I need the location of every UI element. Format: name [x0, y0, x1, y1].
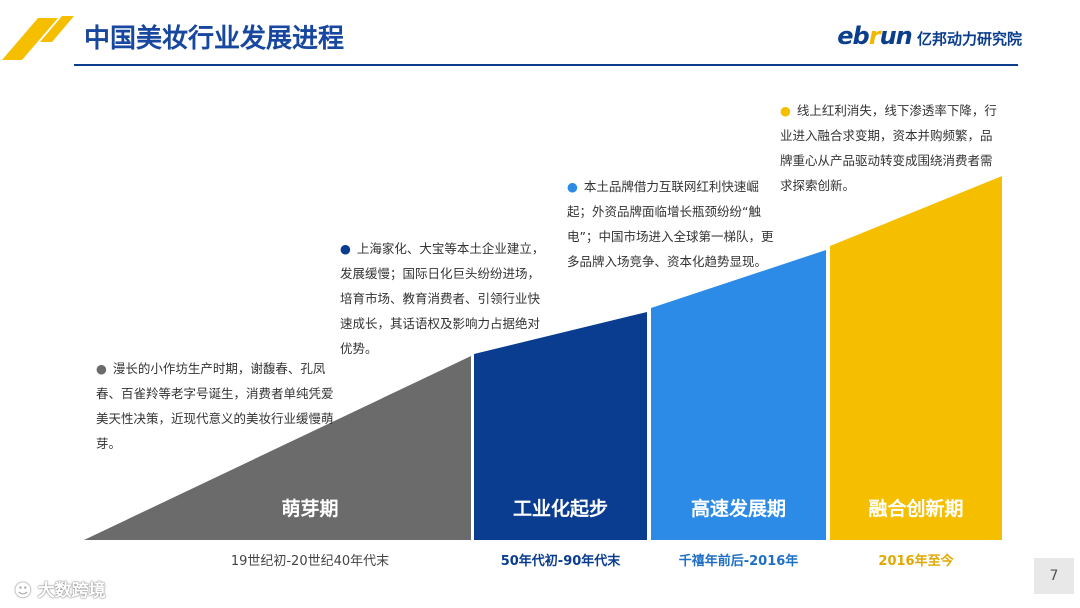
watermark-logo-icon: ☻	[14, 581, 32, 601]
stage-shape-fusion	[830, 176, 1002, 540]
stage-desc-industrial: ● 上海家化、大宝等本土企业建立，发展缓慢；国际日化巨头纷纷进场，培育市场、教育消…	[340, 241, 545, 356]
corner-logo-mark	[2, 16, 74, 60]
stage-desc-sprout: ● 漫长的小作坊生产时期，谢馥春、孔凤春、百雀羚等老字号诞生，消费者单纯凭爱美天性…	[96, 361, 334, 451]
stage-era-sprout: 19世纪初-20世纪40年代末	[230, 554, 390, 569]
brand-wordmark: ebrun	[837, 22, 912, 50]
bullet-icon: ●	[780, 103, 791, 118]
stage-shape-sprout	[84, 356, 471, 540]
stage-label-industrial: 工业化起步	[512, 498, 608, 520]
stage-label-rapid: 高速发展期	[690, 498, 786, 520]
brand-logo: ebrun 亿邦动力研究院	[837, 22, 1022, 50]
stage-desc-rapid: ● 本土品牌借力互联网红利快速崛起；外资品牌面临增长瓶颈纷纷“触电”；中国市场进入…	[567, 179, 774, 269]
page-title: 中国美妆行业发展进程	[84, 24, 345, 54]
page-number: 7	[1034, 558, 1074, 594]
stage-shape-rapid	[651, 250, 826, 540]
stage-era-rapid: 千禧年前后-2016年	[678, 554, 799, 569]
stage-shape-industrial	[474, 312, 647, 540]
stage-label-fusion: 融合创新期	[868, 498, 964, 520]
brand-chinese-name: 亿邦动力研究院	[916, 30, 1022, 48]
watermark: ☻ 大数跨境	[14, 581, 106, 601]
bullet-icon: ●	[96, 361, 107, 376]
bullet-icon: ●	[340, 241, 351, 256]
stage-era-fusion: 2016年至今	[878, 554, 954, 569]
stage-label-sprout: 萌芽期	[281, 498, 339, 520]
bullet-icon: ●	[567, 179, 578, 194]
stage-desc-fusion: ● 线上红利消失，线下渗透率下降，行业进入融合求变期，资本并购频繁，品牌重心从产品…	[780, 103, 997, 193]
header-divider	[74, 64, 1018, 66]
stage-era-industrial: 50年代初-90年代末	[500, 554, 621, 569]
